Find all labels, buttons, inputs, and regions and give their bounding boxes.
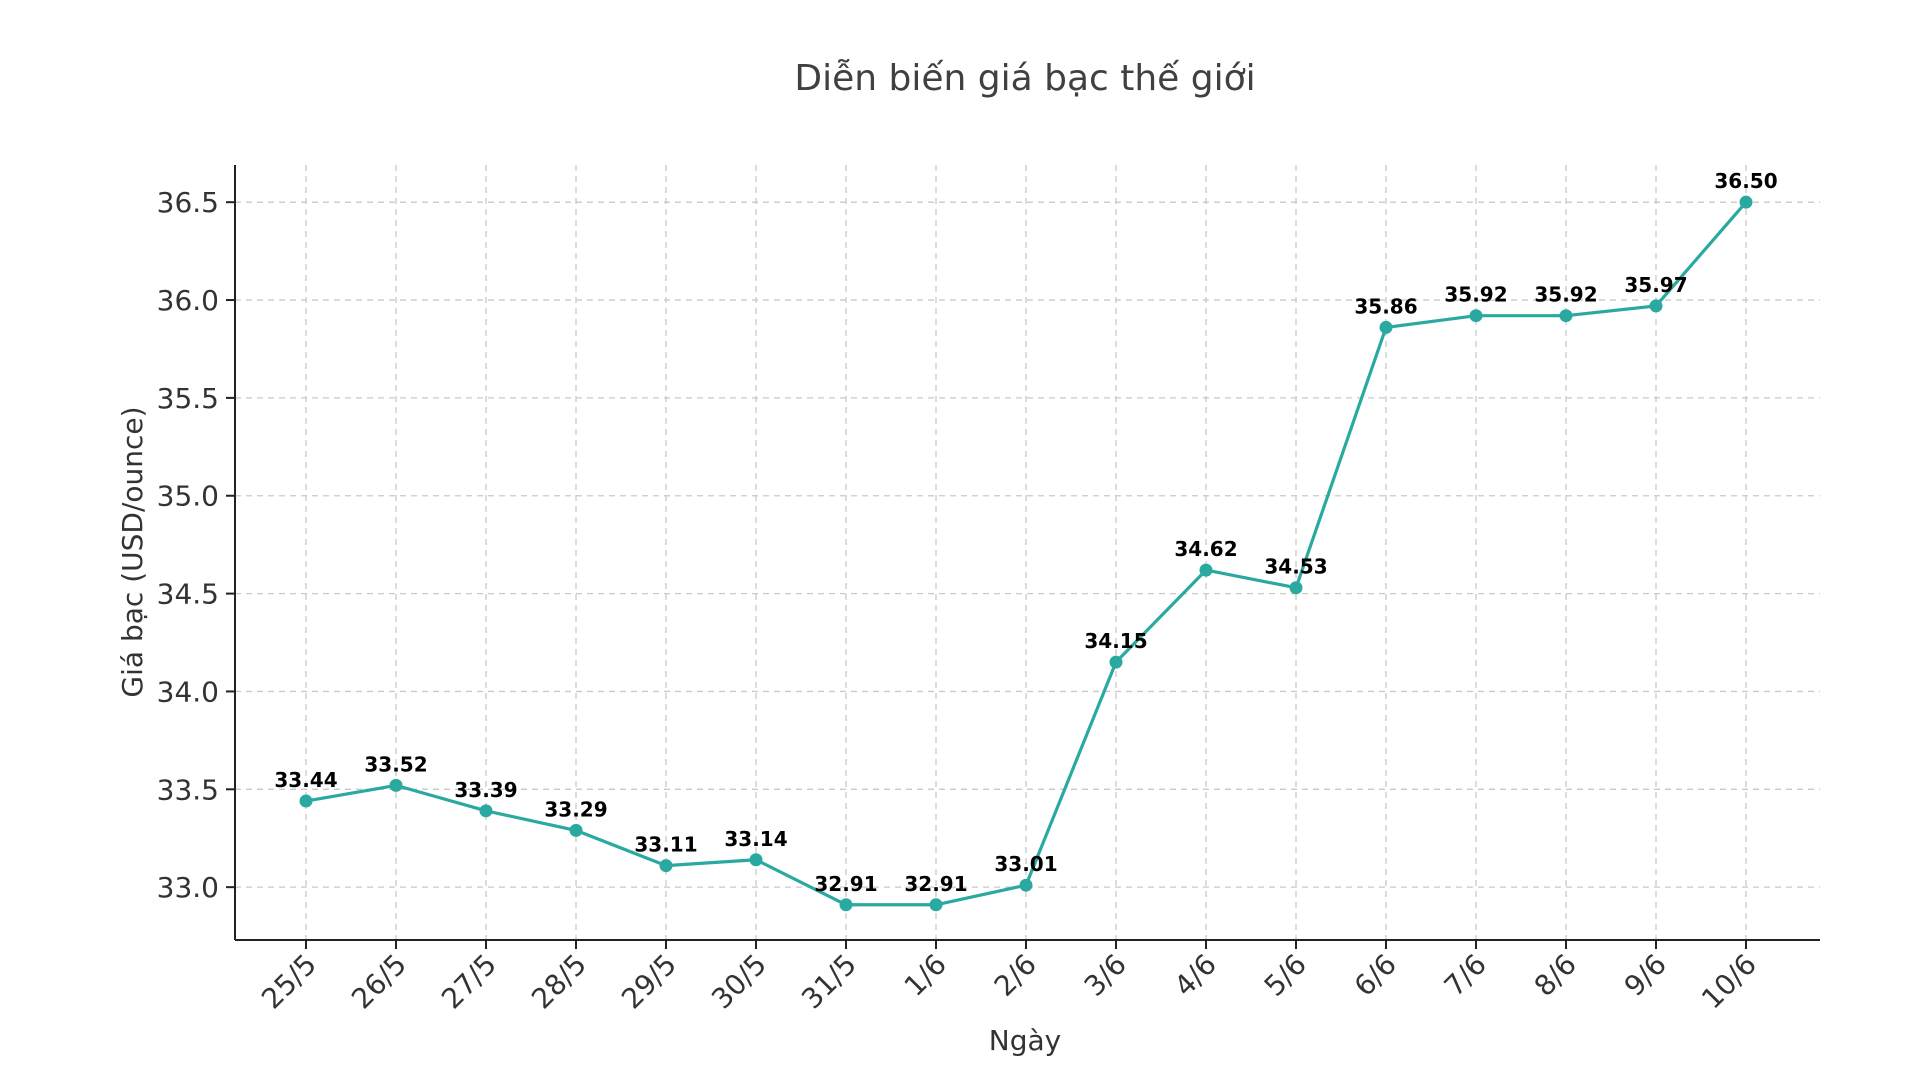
data-label: 34.53 (1264, 555, 1327, 579)
x-tick-label: 26/5 (345, 948, 413, 1016)
y-tick-label: 35.0 (157, 480, 219, 513)
data-label: 33.29 (544, 797, 607, 821)
grid (235, 165, 1820, 940)
data-point (1199, 563, 1213, 577)
y-tick-label: 35.5 (157, 382, 219, 415)
data-label: 36.50 (1714, 169, 1777, 193)
data-labels: 33.44 33.52 33.39 33.29 33.11 33.14 32.91 32.91… (274, 169, 1777, 896)
data-label: 35.97 (1624, 273, 1687, 297)
x-tick-label: 10/6 (1695, 948, 1763, 1016)
data-label: 35.86 (1354, 294, 1417, 318)
x-tick-label: 6/6 (1348, 948, 1403, 1003)
data-label: 33.39 (454, 778, 517, 802)
data-point (1379, 320, 1393, 334)
x-tick-label: 29/5 (615, 948, 683, 1016)
x-tick-label: 3/6 (1078, 948, 1133, 1003)
x-tick-label: 9/6 (1618, 948, 1673, 1003)
data-label: 35.92 (1444, 283, 1507, 307)
x-tick-label: 7/6 (1438, 948, 1493, 1003)
x-tick-label: 2/6 (988, 948, 1043, 1003)
data-point (839, 898, 853, 912)
x-tick-label: 4/6 (1168, 948, 1223, 1003)
data-label: 33.11 (634, 833, 697, 857)
x-tick-label: 25/5 (255, 948, 323, 1016)
axes (234, 165, 1820, 941)
data-point (1649, 299, 1663, 313)
y-tick-label: 34.0 (157, 675, 219, 708)
x-axis-title: Ngày (989, 1024, 1061, 1057)
x-tick-label: 1/6 (898, 948, 953, 1003)
data-point (1289, 581, 1303, 595)
data-point (479, 804, 493, 818)
data-point (389, 778, 403, 792)
data-label: 34.15 (1084, 629, 1147, 653)
data-label: 33.14 (724, 827, 787, 851)
data-point (1109, 655, 1123, 669)
data-label: 32.91 (814, 872, 877, 896)
y-ticks: 33.0 33.5 34.0 34.5 35.0 35.5 36.0 36.5 (157, 186, 235, 904)
x-tick-label: 30/5 (705, 948, 773, 1016)
data-point (1019, 878, 1033, 892)
y-tick-label: 34.5 (157, 578, 219, 611)
x-tick-label: 31/5 (795, 948, 863, 1016)
data-point (659, 859, 673, 873)
data-point (299, 794, 313, 808)
y-axis-title: Giá bạc (USD/ounce) (116, 406, 149, 697)
data-point (929, 898, 943, 912)
y-tick-label: 36.0 (157, 284, 219, 317)
data-point (1739, 195, 1753, 209)
data-point (749, 853, 763, 867)
data-label: 35.92 (1534, 283, 1597, 307)
x-ticks: 25/5 26/5 27/5 28/5 29/5 30/5 31/5 1/6 2/6 3/6 4/6… (255, 940, 1763, 1015)
chart-title: Diễn biến giá bạc thế giới (794, 58, 1255, 99)
data-point (1469, 309, 1483, 323)
x-tick-label: 5/6 (1258, 948, 1313, 1003)
data-point (569, 823, 583, 837)
data-label: 34.62 (1174, 537, 1237, 561)
data-point (1559, 309, 1573, 323)
y-tick-label: 36.5 (157, 186, 219, 219)
y-tick-label: 33.0 (157, 871, 219, 904)
data-label: 33.52 (364, 752, 427, 776)
data-label: 33.44 (274, 768, 337, 792)
x-tick-label: 28/5 (525, 948, 593, 1016)
data-label: 32.91 (904, 872, 967, 896)
series-silver-price (299, 195, 1753, 912)
x-tick-label: 8/6 (1528, 948, 1583, 1003)
data-label: 33.01 (994, 852, 1057, 876)
y-tick-label: 33.5 (157, 773, 219, 806)
x-tick-label: 27/5 (435, 948, 503, 1016)
